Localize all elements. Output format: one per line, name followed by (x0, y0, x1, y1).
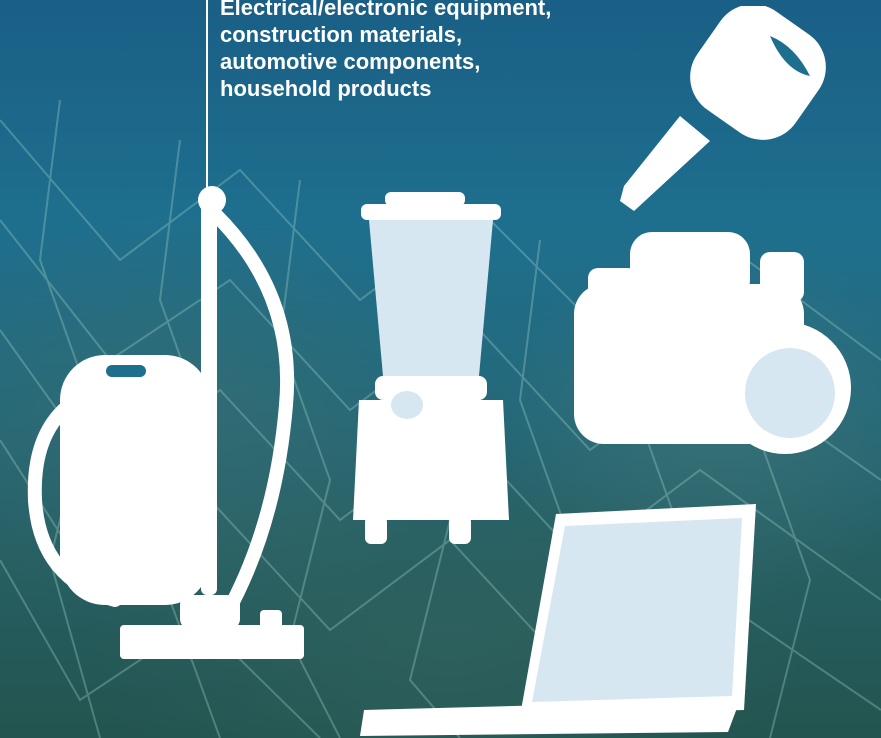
caption-line-2: construction materials, (220, 22, 463, 47)
vacuum-cleaner-icon (27, 186, 304, 659)
caption-line-3: automotive components, (220, 49, 481, 74)
caption-line-1: Electrical/electronic equipment, (220, 0, 552, 20)
blender-icon (353, 192, 509, 544)
laptop-icon (360, 504, 756, 736)
caption-rule (206, 0, 208, 190)
caption-line-4: household products (220, 76, 432, 101)
car-key-icon (620, 6, 826, 211)
caption: Electrical/electronic equipment, constru… (220, 0, 640, 102)
camera-icon (574, 232, 851, 454)
